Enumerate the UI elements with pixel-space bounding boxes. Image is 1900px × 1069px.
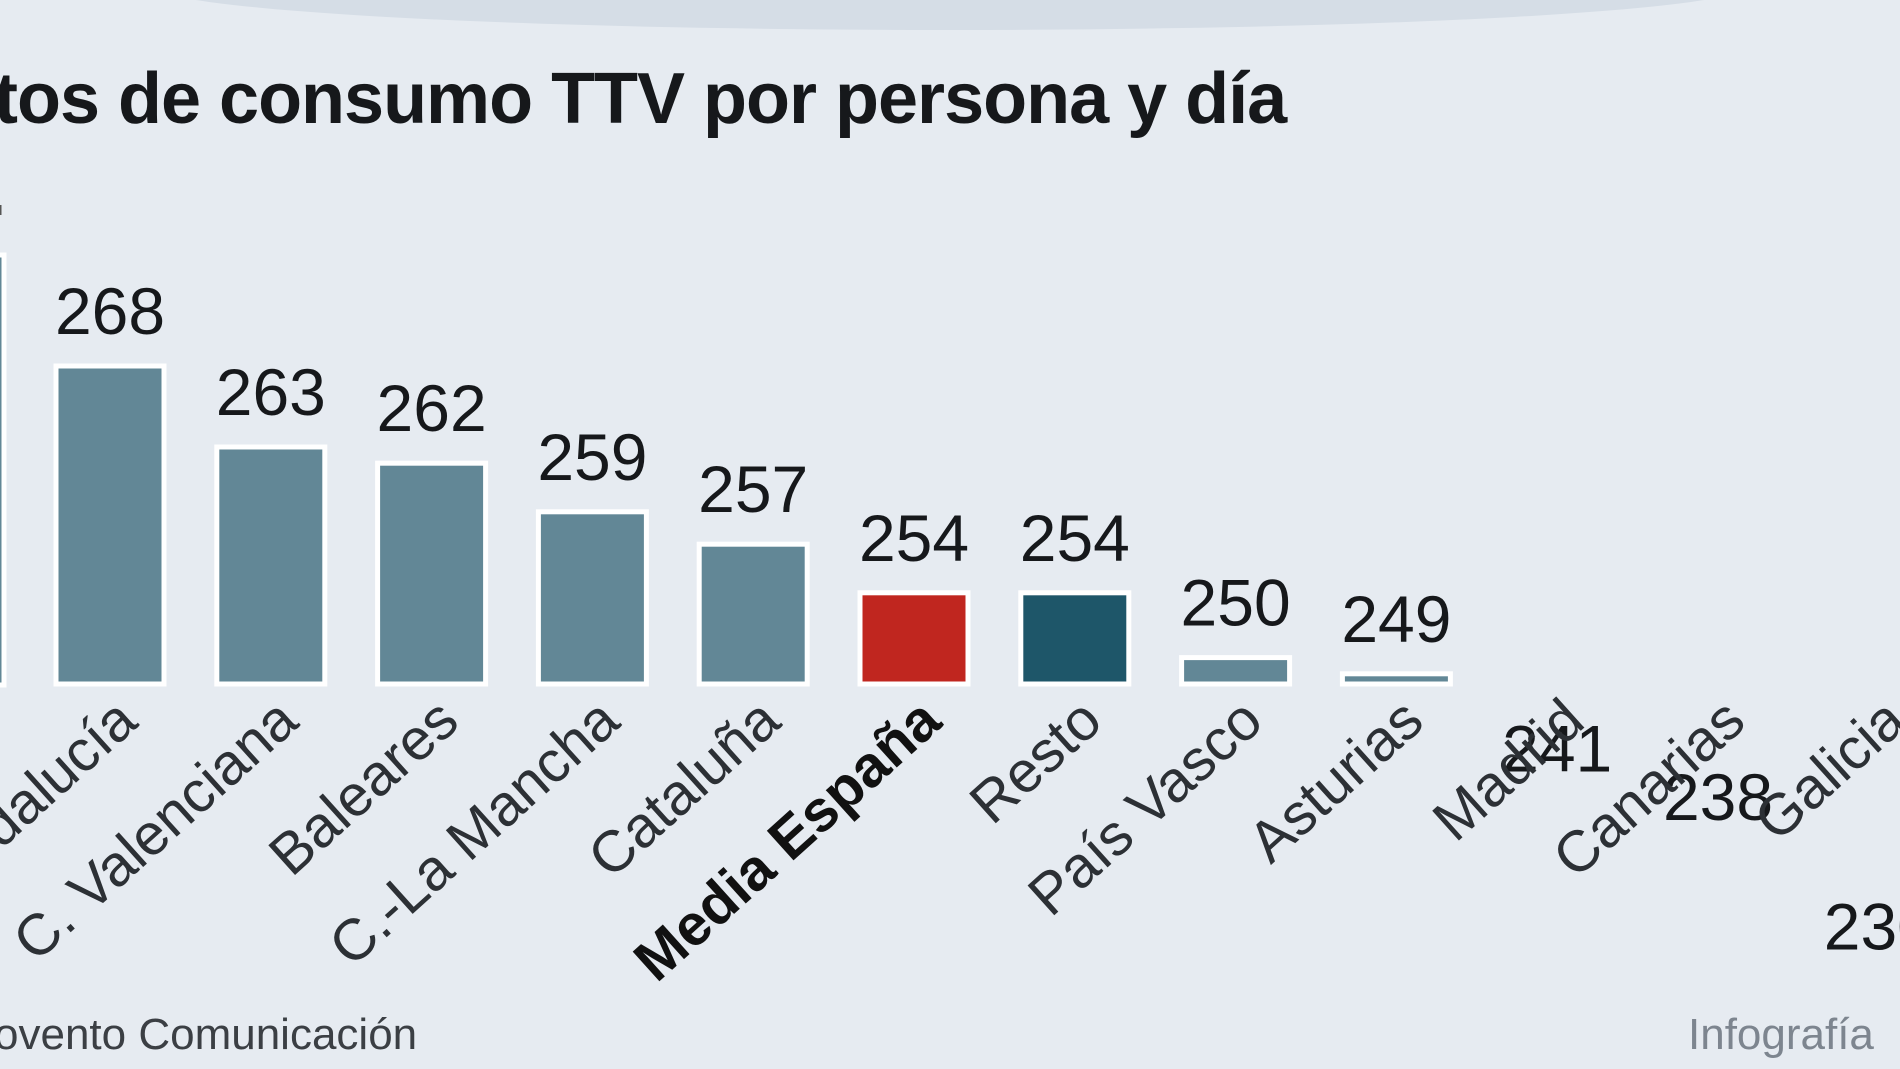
- value-label-resto: 254: [1020, 501, 1130, 575]
- credit-note: Infografía: [1688, 1010, 1874, 1059]
- value-label-pais-vasco: 250: [1181, 566, 1291, 640]
- bar-dalucia: [53, 363, 167, 687]
- bar-cataluna: [696, 541, 810, 687]
- category-label-asturias: Asturias: [1236, 686, 1435, 874]
- value-label-dalucia: 268: [55, 274, 165, 348]
- category-label-c-valenciana: C. Valenciana: [1, 686, 310, 974]
- value-label-asturias: 249: [1341, 582, 1451, 656]
- bar-asturias: [1339, 671, 1453, 687]
- category-label-c-la-mancha: C.-La Mancha: [317, 686, 632, 979]
- bar-pais-vasco: [1179, 655, 1293, 687]
- value-label-madrid: 241: [1502, 711, 1612, 785]
- value-label-media-espana: 254: [859, 501, 969, 575]
- bar-c-valenciana: [214, 444, 328, 687]
- value-label-cataluna: 257: [698, 452, 808, 526]
- value-label-c-la-mancha: 259: [537, 420, 647, 494]
- bar-media-espana: [857, 590, 971, 687]
- value-label-canarias: 238: [1663, 760, 1773, 834]
- value-label-c-valenciana: 263: [216, 355, 326, 429]
- bars-group: [53, 363, 1453, 687]
- bar-resto: [1018, 590, 1132, 687]
- value-labels-group: 268 263 262 259 257 254 254 250 249 241 238 230: [55, 274, 1900, 964]
- source-note: ovento Comunicación: [0, 1010, 418, 1059]
- value-label-galicia: 230: [1824, 890, 1900, 964]
- bar-baleares: [375, 460, 489, 687]
- bar-c-la-mancha: [535, 509, 649, 687]
- cropped-first-bar: [0, 252, 7, 688]
- value-label-baleares: 262: [377, 371, 487, 445]
- chart-title: tos de consumo TTV por persona y día: [0, 59, 1287, 139]
